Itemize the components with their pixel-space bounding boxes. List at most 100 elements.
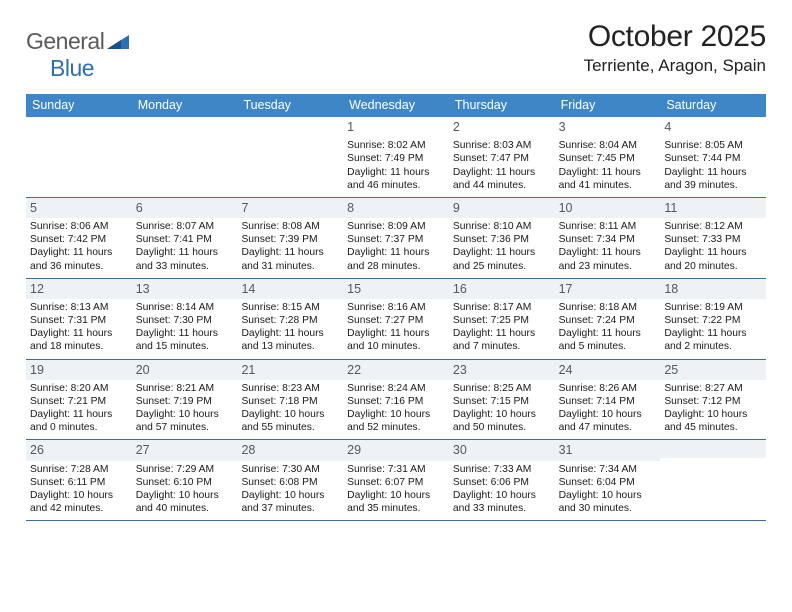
daylight-line: Daylight: 11 hours and 15 minutes. — [136, 327, 234, 353]
day-cell: 24Sunrise: 8:26 AMSunset: 7:14 PMDayligh… — [555, 360, 661, 440]
day-cell: 1Sunrise: 8:02 AMSunset: 7:49 PMDaylight… — [343, 117, 449, 197]
sunset-line: Sunset: 6:11 PM — [30, 476, 128, 489]
daylight-line: Daylight: 11 hours and 31 minutes. — [241, 246, 339, 272]
daynum-band: 2 — [449, 117, 555, 137]
sunrise-line: Sunrise: 8:06 AM — [30, 220, 128, 233]
day-number: 29 — [347, 443, 361, 457]
day-number: 13 — [136, 282, 150, 296]
week-row: 12Sunrise: 8:13 AMSunset: 7:31 PMDayligh… — [26, 279, 766, 360]
dow-wednesday: Wednesday — [343, 94, 449, 117]
logo-text: General Blue — [26, 28, 129, 82]
daylight-line: Daylight: 10 hours and 40 minutes. — [136, 489, 234, 515]
week-row: 5Sunrise: 8:06 AMSunset: 7:42 PMDaylight… — [26, 198, 766, 279]
sunrise-line: Sunrise: 7:31 AM — [347, 463, 445, 476]
sunset-line: Sunset: 7:19 PM — [136, 395, 234, 408]
daynum-band: 22 — [343, 360, 449, 380]
day-cell: 12Sunrise: 8:13 AMSunset: 7:31 PMDayligh… — [26, 279, 132, 359]
day-number: 19 — [30, 363, 44, 377]
daylight-line: Daylight: 11 hours and 44 minutes. — [453, 166, 551, 192]
day-cell-empty — [132, 117, 238, 197]
day-cell: 21Sunrise: 8:23 AMSunset: 7:18 PMDayligh… — [237, 360, 343, 440]
day-cell: 8Sunrise: 8:09 AMSunset: 7:37 PMDaylight… — [343, 198, 449, 278]
sunset-line: Sunset: 7:18 PM — [241, 395, 339, 408]
daynum-band: 16 — [449, 279, 555, 299]
sunrise-line: Sunrise: 7:30 AM — [241, 463, 339, 476]
day-number: 17 — [559, 282, 573, 296]
daynum-band: 6 — [132, 198, 238, 218]
day-cell: 9Sunrise: 8:10 AMSunset: 7:36 PMDaylight… — [449, 198, 555, 278]
sunrise-line: Sunrise: 8:04 AM — [559, 139, 657, 152]
day-cell: 14Sunrise: 8:15 AMSunset: 7:28 PMDayligh… — [237, 279, 343, 359]
day-cell: 15Sunrise: 8:16 AMSunset: 7:27 PMDayligh… — [343, 279, 449, 359]
sunrise-line: Sunrise: 8:13 AM — [30, 301, 128, 314]
sunrise-line: Sunrise: 8:16 AM — [347, 301, 445, 314]
sunrise-line: Sunrise: 8:25 AM — [453, 382, 551, 395]
sunset-line: Sunset: 7:16 PM — [347, 395, 445, 408]
sunset-line: Sunset: 7:41 PM — [136, 233, 234, 246]
sunrise-line: Sunrise: 8:27 AM — [664, 382, 762, 395]
daylight-line: Daylight: 10 hours and 33 minutes. — [453, 489, 551, 515]
sunrise-line: Sunrise: 8:09 AM — [347, 220, 445, 233]
sunset-line: Sunset: 7:34 PM — [559, 233, 657, 246]
sunrise-line: Sunrise: 8:26 AM — [559, 382, 657, 395]
location-label: Terriente, Aragon, Spain — [584, 56, 766, 76]
day-number: 21 — [241, 363, 255, 377]
daylight-line: Daylight: 11 hours and 39 minutes. — [664, 166, 762, 192]
sunset-line: Sunset: 7:49 PM — [347, 152, 445, 165]
sunrise-line: Sunrise: 8:11 AM — [559, 220, 657, 233]
daylight-line: Daylight: 11 hours and 23 minutes. — [559, 246, 657, 272]
daylight-line: Daylight: 11 hours and 0 minutes. — [30, 408, 128, 434]
sunrise-line: Sunrise: 8:21 AM — [136, 382, 234, 395]
dow-tuesday: Tuesday — [237, 94, 343, 117]
day-number: 10 — [559, 201, 573, 215]
dow-saturday: Saturday — [660, 94, 766, 117]
day-cell: 4Sunrise: 8:05 AMSunset: 7:44 PMDaylight… — [660, 117, 766, 197]
logo: General Blue — [26, 20, 129, 82]
sunset-line: Sunset: 6:08 PM — [241, 476, 339, 489]
sunrise-line: Sunrise: 8:18 AM — [559, 301, 657, 314]
day-cell: 27Sunrise: 7:29 AMSunset: 6:10 PMDayligh… — [132, 440, 238, 520]
day-cell: 5Sunrise: 8:06 AMSunset: 7:42 PMDaylight… — [26, 198, 132, 278]
daynum-band: 24 — [555, 360, 661, 380]
day-number: 1 — [347, 120, 354, 134]
sunset-line: Sunset: 7:12 PM — [664, 395, 762, 408]
day-number: 20 — [136, 363, 150, 377]
day-cell: 11Sunrise: 8:12 AMSunset: 7:33 PMDayligh… — [660, 198, 766, 278]
day-cell: 2Sunrise: 8:03 AMSunset: 7:47 PMDaylight… — [449, 117, 555, 197]
sunset-line: Sunset: 7:30 PM — [136, 314, 234, 327]
sunset-line: Sunset: 7:15 PM — [453, 395, 551, 408]
daylight-line: Daylight: 10 hours and 30 minutes. — [559, 489, 657, 515]
sunset-line: Sunset: 6:04 PM — [559, 476, 657, 489]
sunset-line: Sunset: 6:10 PM — [136, 476, 234, 489]
daylight-line: Daylight: 11 hours and 25 minutes. — [453, 246, 551, 272]
sunset-line: Sunset: 7:21 PM — [30, 395, 128, 408]
day-number: 11 — [664, 201, 677, 215]
day-cell: 19Sunrise: 8:20 AMSunset: 7:21 PMDayligh… — [26, 360, 132, 440]
day-number: 31 — [559, 443, 573, 457]
sunrise-line: Sunrise: 8:14 AM — [136, 301, 234, 314]
sunrise-line: Sunrise: 8:02 AM — [347, 139, 445, 152]
sunrise-line: Sunrise: 8:07 AM — [136, 220, 234, 233]
daynum-band: 23 — [449, 360, 555, 380]
sunrise-line: Sunrise: 8:03 AM — [453, 139, 551, 152]
day-number: 2 — [453, 120, 460, 134]
dow-thursday: Thursday — [449, 94, 555, 117]
day-cell: 7Sunrise: 8:08 AMSunset: 7:39 PMDaylight… — [237, 198, 343, 278]
daynum-band: 13 — [132, 279, 238, 299]
daynum-band: 12 — [26, 279, 132, 299]
day-cell: 22Sunrise: 8:24 AMSunset: 7:16 PMDayligh… — [343, 360, 449, 440]
day-number: 16 — [453, 282, 467, 296]
day-cell: 6Sunrise: 8:07 AMSunset: 7:41 PMDaylight… — [132, 198, 238, 278]
sunrise-line: Sunrise: 7:29 AM — [136, 463, 234, 476]
dow-monday: Monday — [132, 94, 238, 117]
daynum-band-empty — [660, 440, 766, 457]
sunset-line: Sunset: 7:45 PM — [559, 152, 657, 165]
daylight-line: Daylight: 11 hours and 5 minutes. — [559, 327, 657, 353]
week-row: 26Sunrise: 7:28 AMSunset: 6:11 PMDayligh… — [26, 440, 766, 521]
day-cell-empty — [660, 440, 766, 520]
sunrise-line: Sunrise: 8:23 AM — [241, 382, 339, 395]
sunrise-line: Sunrise: 8:08 AM — [241, 220, 339, 233]
daylight-line: Daylight: 11 hours and 2 minutes. — [664, 327, 762, 353]
day-number: 9 — [453, 201, 460, 215]
day-number: 23 — [453, 363, 467, 377]
